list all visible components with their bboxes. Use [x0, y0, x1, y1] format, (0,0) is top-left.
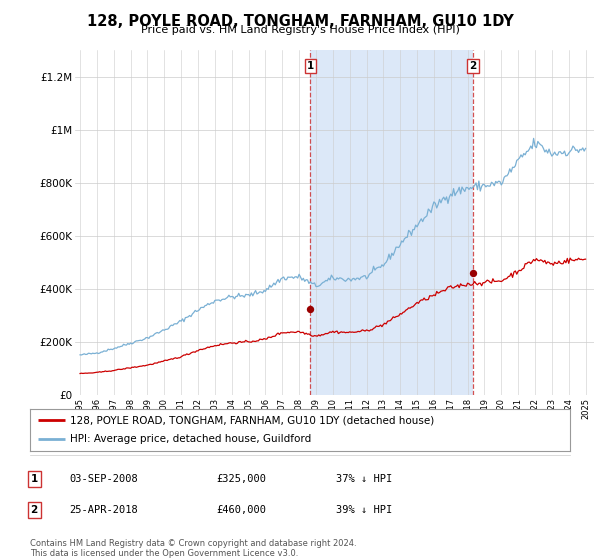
Text: HPI: Average price, detached house, Guildford: HPI: Average price, detached house, Guil…	[71, 435, 312, 445]
Text: 03-SEP-2008: 03-SEP-2008	[69, 474, 138, 484]
Text: 39% ↓ HPI: 39% ↓ HPI	[336, 505, 392, 515]
Text: 128, POYLE ROAD, TONGHAM, FARNHAM, GU10 1DY (detached house): 128, POYLE ROAD, TONGHAM, FARNHAM, GU10 …	[71, 415, 435, 425]
Text: 1: 1	[31, 474, 38, 484]
Text: Contains HM Land Registry data © Crown copyright and database right 2024.
This d: Contains HM Land Registry data © Crown c…	[30, 539, 356, 558]
Point	[305, 304, 315, 313]
Text: 2: 2	[31, 505, 38, 515]
Point	[468, 268, 478, 277]
Text: 2: 2	[469, 61, 476, 71]
Text: 37% ↓ HPI: 37% ↓ HPI	[336, 474, 392, 484]
Text: 25-APR-2018: 25-APR-2018	[69, 505, 138, 515]
Text: £325,000: £325,000	[216, 474, 266, 484]
Text: 1: 1	[307, 61, 314, 71]
Text: Price paid vs. HM Land Registry's House Price Index (HPI): Price paid vs. HM Land Registry's House …	[140, 25, 460, 35]
Text: £460,000: £460,000	[216, 505, 266, 515]
Text: 128, POYLE ROAD, TONGHAM, FARNHAM, GU10 1DY: 128, POYLE ROAD, TONGHAM, FARNHAM, GU10 …	[86, 14, 514, 29]
Bar	[310, 50, 473, 395]
